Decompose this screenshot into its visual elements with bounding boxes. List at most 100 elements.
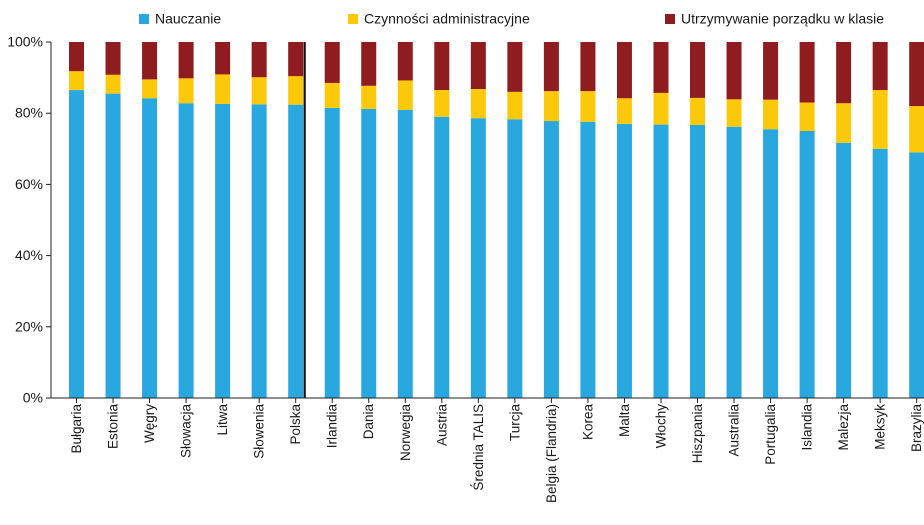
bar-segment-utrzymywanie-porzadku-w-klasie xyxy=(178,42,194,79)
x-tick-label: Portugalia xyxy=(763,404,778,465)
bar-segment-utrzymywanie-porzadku-w-klasie xyxy=(799,42,815,103)
x-tick-label: Korea xyxy=(580,404,595,441)
legend-label: Utrzymywanie porządku w klasie xyxy=(681,11,884,27)
bar-segment-nauczanie xyxy=(69,90,84,398)
bar-segment-czynnosci-administracyjne xyxy=(470,88,486,119)
x-tick-label: Węgry xyxy=(142,404,157,443)
bar-segment-czynnosci-administracyjne xyxy=(909,106,924,153)
bar-segment-nauczanie xyxy=(470,118,486,399)
legend-label: Czynności administracyjne xyxy=(364,11,530,27)
axes-layer: Bułgaria Estonia Węgry Słowacja Litwa Słoweni… xyxy=(7,34,924,503)
bar-segment-czynnosci-administracyjne xyxy=(142,79,158,99)
x-tick-label: Turcja xyxy=(507,404,522,441)
bar-stack-srednia-talis xyxy=(470,42,486,399)
bar-segment-nauczanie xyxy=(763,129,779,398)
bar-segment-czynnosci-administracyjne xyxy=(288,76,304,105)
legend: Nauczanie Czynności administracyjne Utrzym… xyxy=(139,11,884,27)
bar-stack-malta xyxy=(616,42,632,398)
bar-segment-czynnosci-administracyjne xyxy=(105,74,121,94)
bar-segment-utrzymywanie-porzadku-w-klasie xyxy=(470,42,486,89)
bar-stack-portugalia xyxy=(763,42,779,398)
bar-segment-czynnosci-administracyjne xyxy=(872,90,888,149)
x-tick-label: Australia xyxy=(727,404,742,457)
x-tick-label: Belgia (Flandria) xyxy=(544,404,559,503)
bar-segment-czynnosci-administracyjne xyxy=(690,97,706,125)
y-tick-label: 0% xyxy=(23,390,43,406)
bar-segment-czynnosci-administracyjne xyxy=(215,74,231,104)
bar-segment-utrzymywanie-porzadku-w-klasie xyxy=(251,42,267,78)
bar-stack-belgia-flandria xyxy=(543,42,559,399)
bar-segment-utrzymywanie-porzadku-w-klasie xyxy=(836,42,852,104)
bar-stack-meksyk xyxy=(872,42,888,398)
bar-segment-nauczanie xyxy=(324,107,340,399)
bar-segment-utrzymywanie-porzadku-w-klasie xyxy=(763,42,779,100)
bar-segment-nauczanie xyxy=(836,142,852,398)
bar-segment-nauczanie xyxy=(690,124,706,398)
bar-segment-nauczanie xyxy=(507,119,523,398)
bar-segment-czynnosci-administracyjne xyxy=(397,80,413,110)
bar-segment-utrzymywanie-porzadku-w-klasie xyxy=(507,42,523,92)
bar-segment-utrzymywanie-porzadku-w-klasie xyxy=(105,42,121,75)
x-tick-label: Austria xyxy=(434,404,449,447)
x-tick-label: Malezja xyxy=(836,404,851,451)
bar-segment-czynnosci-administracyjne xyxy=(799,102,815,131)
bar-segment-nauczanie xyxy=(215,103,231,398)
x-tick-label: Słowenia xyxy=(252,404,267,459)
bar-segment-utrzymywanie-porzadku-w-klasie xyxy=(909,42,924,107)
bar-stack-brazylia xyxy=(909,42,924,398)
bar-segment-utrzymywanie-porzadku-w-klasie xyxy=(872,42,888,91)
bar-segment-nauczanie xyxy=(105,93,121,399)
bar-segment-nauczanie xyxy=(726,126,742,398)
x-tick-label: Polska xyxy=(288,404,303,445)
x-tick-label: Średnia TALIS xyxy=(471,404,486,491)
bar-segment-utrzymywanie-porzadku-w-klasie xyxy=(580,42,596,92)
bar-stack-korea xyxy=(580,42,596,398)
bar-stack-polska xyxy=(288,42,304,398)
x-tick-label: Dania xyxy=(361,404,376,440)
bar-segment-czynnosci-administracyjne xyxy=(580,91,596,122)
bar-segment-czynnosci-administracyjne xyxy=(763,99,779,130)
x-tick-label: Islandia xyxy=(800,404,815,451)
x-tick-label: Brazylia xyxy=(909,404,924,453)
x-tick-label: Włochy xyxy=(653,404,668,449)
bar-segment-utrzymywanie-porzadku-w-klasie xyxy=(69,42,84,72)
bars-layer xyxy=(69,42,924,399)
bar-stack-litwa xyxy=(215,42,231,398)
bar-segment-nauczanie xyxy=(543,121,559,399)
x-tick-label: Estonia xyxy=(106,404,121,450)
legend-item-czynnosci-administracyjne: Czynności administracyjne xyxy=(348,11,530,27)
bar-stack-wegry xyxy=(142,42,158,399)
bar-segment-utrzymywanie-porzadku-w-klasie xyxy=(288,42,304,77)
bar-segment-nauczanie xyxy=(178,103,194,399)
bar-segment-nauczanie xyxy=(361,108,377,398)
legend-swatch xyxy=(139,14,149,24)
bar-segment-utrzymywanie-porzadku-w-klasie xyxy=(215,42,231,75)
bar-stack-islandia xyxy=(799,42,815,398)
bar-stack-malezja xyxy=(836,42,852,398)
y-tick-label: 20% xyxy=(15,318,43,334)
bar-segment-utrzymywanie-porzadku-w-klasie xyxy=(543,42,559,92)
bar-segment-czynnosci-administracyjne xyxy=(251,77,267,105)
bar-segment-nauczanie xyxy=(909,152,924,398)
x-tick-label: Bułgaria xyxy=(69,404,84,454)
bar-segment-nauczanie xyxy=(653,124,669,398)
bar-stack-norwegia xyxy=(397,42,413,398)
bar-segment-czynnosci-administracyjne xyxy=(616,98,632,124)
legend-item-nauczanie: Nauczanie xyxy=(139,11,221,27)
bar-segment-nauczanie xyxy=(288,104,304,398)
bar-segment-nauczanie xyxy=(434,116,450,398)
bar-segment-czynnosci-administracyjne xyxy=(324,82,340,108)
y-tick-label: 80% xyxy=(15,105,43,121)
bar-segment-czynnosci-administracyjne xyxy=(434,90,450,117)
bar-segment-utrzymywanie-porzadku-w-klasie xyxy=(397,42,413,81)
bar-segment-nauczanie xyxy=(142,98,158,399)
y-tick-label: 100% xyxy=(7,34,43,50)
bar-segment-czynnosci-administracyjne xyxy=(543,91,559,122)
x-tick-label: Irlandia xyxy=(325,404,340,449)
bar-stack-turcja xyxy=(507,42,523,398)
bar-segment-utrzymywanie-porzadku-w-klasie xyxy=(690,42,706,98)
bar-segment-nauczanie xyxy=(580,121,596,398)
legend-label: Nauczanie xyxy=(155,11,221,27)
bar-segment-utrzymywanie-porzadku-w-klasie xyxy=(726,42,742,100)
